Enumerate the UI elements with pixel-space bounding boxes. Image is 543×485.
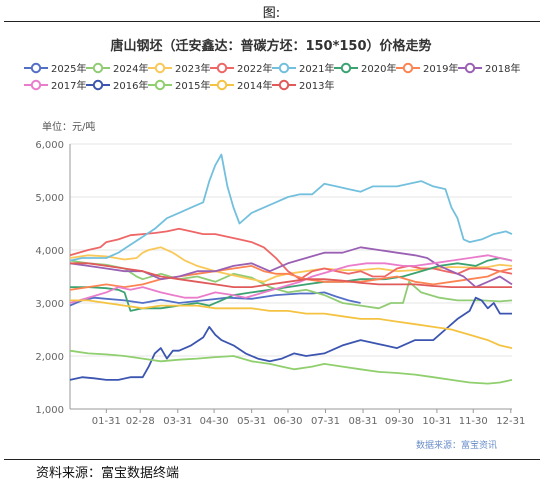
legend-marker xyxy=(154,62,166,74)
series-line-2014年 xyxy=(70,299,513,349)
legend-marker xyxy=(340,62,352,74)
legend-label: 2022年 xyxy=(237,62,272,75)
series-line-2019年 xyxy=(69,265,513,291)
legend-marker xyxy=(30,79,42,91)
bottom-rule xyxy=(4,459,540,460)
y-tick-label: 2,000 xyxy=(35,352,64,363)
legend-label: 2023年 xyxy=(175,62,210,75)
legend-label: 2019年 xyxy=(423,62,458,75)
legend-label: 2018年 xyxy=(485,62,520,75)
chart-title: 唐山钢坯（迁安鑫达：普碳方坯：150*150）价格走势 xyxy=(110,38,431,54)
legend-label: 2014年 xyxy=(237,79,272,92)
y-tick-label: 3,000 xyxy=(35,299,64,310)
series-line-2016年 xyxy=(69,296,512,381)
price-chart: 唐山钢坯（迁安鑫达：普碳方坯：150*150）价格走势 2025年 2024年 20… xyxy=(24,38,525,451)
x-tick-label: 01-31 xyxy=(92,416,121,427)
x-tick-label: 08-31 xyxy=(349,416,378,427)
y-axis-label: 单位：元/吨 xyxy=(42,120,95,133)
legend-item[interactable]: 2024年 xyxy=(86,62,148,75)
legend-item[interactable]: 2016年 xyxy=(86,79,148,92)
watermark-source: 数据来源：富宝资讯 xyxy=(416,439,497,451)
y-tick-label: 6,000 xyxy=(35,140,64,151)
legend-marker xyxy=(30,62,42,74)
legend-item[interactable]: 2014年 xyxy=(210,79,272,92)
legend-marker xyxy=(278,79,290,91)
legend-marker xyxy=(154,79,166,91)
y-tick-label: 4,000 xyxy=(35,246,64,257)
legend-marker xyxy=(92,62,104,74)
x-tick-label: 05-31 xyxy=(237,416,266,427)
x-tick-label: 04-30 xyxy=(200,416,229,427)
figure-label: 图: xyxy=(262,6,281,21)
legend-marker xyxy=(216,79,228,91)
legend: 2025年 2024年 2023年 2022年 2021年 2020年 2019年 2018年… xyxy=(24,62,520,92)
legend-item[interactable]: 2022年 xyxy=(210,62,272,75)
series-line-2025年 xyxy=(69,291,361,307)
legend-marker xyxy=(92,79,104,91)
legend-label: 2017年 xyxy=(51,79,86,92)
legend-item[interactable]: 2021年 xyxy=(272,62,334,75)
legend-item[interactable]: 2017年 xyxy=(24,79,86,92)
x-tick-label: 02-28 xyxy=(126,416,155,427)
legend-marker xyxy=(278,62,290,74)
legend-item[interactable]: 2023年 xyxy=(148,62,210,75)
legend-label: 2025年 xyxy=(51,62,86,75)
top-rule xyxy=(4,21,540,22)
x-tick-label: 11-30 xyxy=(459,416,488,427)
series-line-2021年 xyxy=(69,153,513,262)
legend-item[interactable]: 2015年 xyxy=(148,79,210,92)
legend-label: 2015年 xyxy=(175,79,210,92)
legend-label: 2021年 xyxy=(299,62,334,75)
legend-label: 2016年 xyxy=(113,79,148,92)
legend-item[interactable]: 2025年 xyxy=(24,62,86,75)
series-line-2015年 xyxy=(69,349,513,385)
legend-item[interactable]: 2018年 xyxy=(458,62,520,75)
x-tick-label: 06-30 xyxy=(273,416,302,427)
legend-label: 2013年 xyxy=(299,79,334,92)
x-tick-label: 03-31 xyxy=(163,416,192,427)
y-axis: 1,000 2,000 3,000 4,000 5,000 6,000 xyxy=(35,140,64,416)
series-lines xyxy=(69,153,513,385)
series-line-2017年 xyxy=(69,254,513,304)
x-tick-label: 10-31 xyxy=(422,416,451,427)
legend-item[interactable]: 2013年 xyxy=(272,79,334,92)
y-tick-label: 1,000 xyxy=(35,405,64,416)
series-line-2018年 xyxy=(69,246,513,288)
y-tick-label: 5,000 xyxy=(35,193,64,204)
series-line-2013年 xyxy=(70,262,512,288)
legend-label: 2020年 xyxy=(361,62,396,75)
series-line-2023年 xyxy=(69,246,513,283)
legend-label: 2024年 xyxy=(113,62,148,75)
legend-item[interactable]: 2019年 xyxy=(396,62,458,75)
legend-marker xyxy=(216,62,228,74)
series-line-2024年 xyxy=(69,259,513,310)
x-axis: 01-31 02-28 03-31 04-30 05-31 06-30 07-31 08-31… xyxy=(92,409,525,427)
x-tick-label: 09-30 xyxy=(385,416,414,427)
source-note: 资料来源：富宝数据终端 xyxy=(36,466,180,481)
legend-marker xyxy=(402,62,414,74)
x-tick-label: 12-31 xyxy=(496,416,525,427)
legend-item[interactable]: 2020年 xyxy=(334,62,396,75)
legend-marker xyxy=(464,62,476,74)
x-tick-label: 07-31 xyxy=(311,416,340,427)
